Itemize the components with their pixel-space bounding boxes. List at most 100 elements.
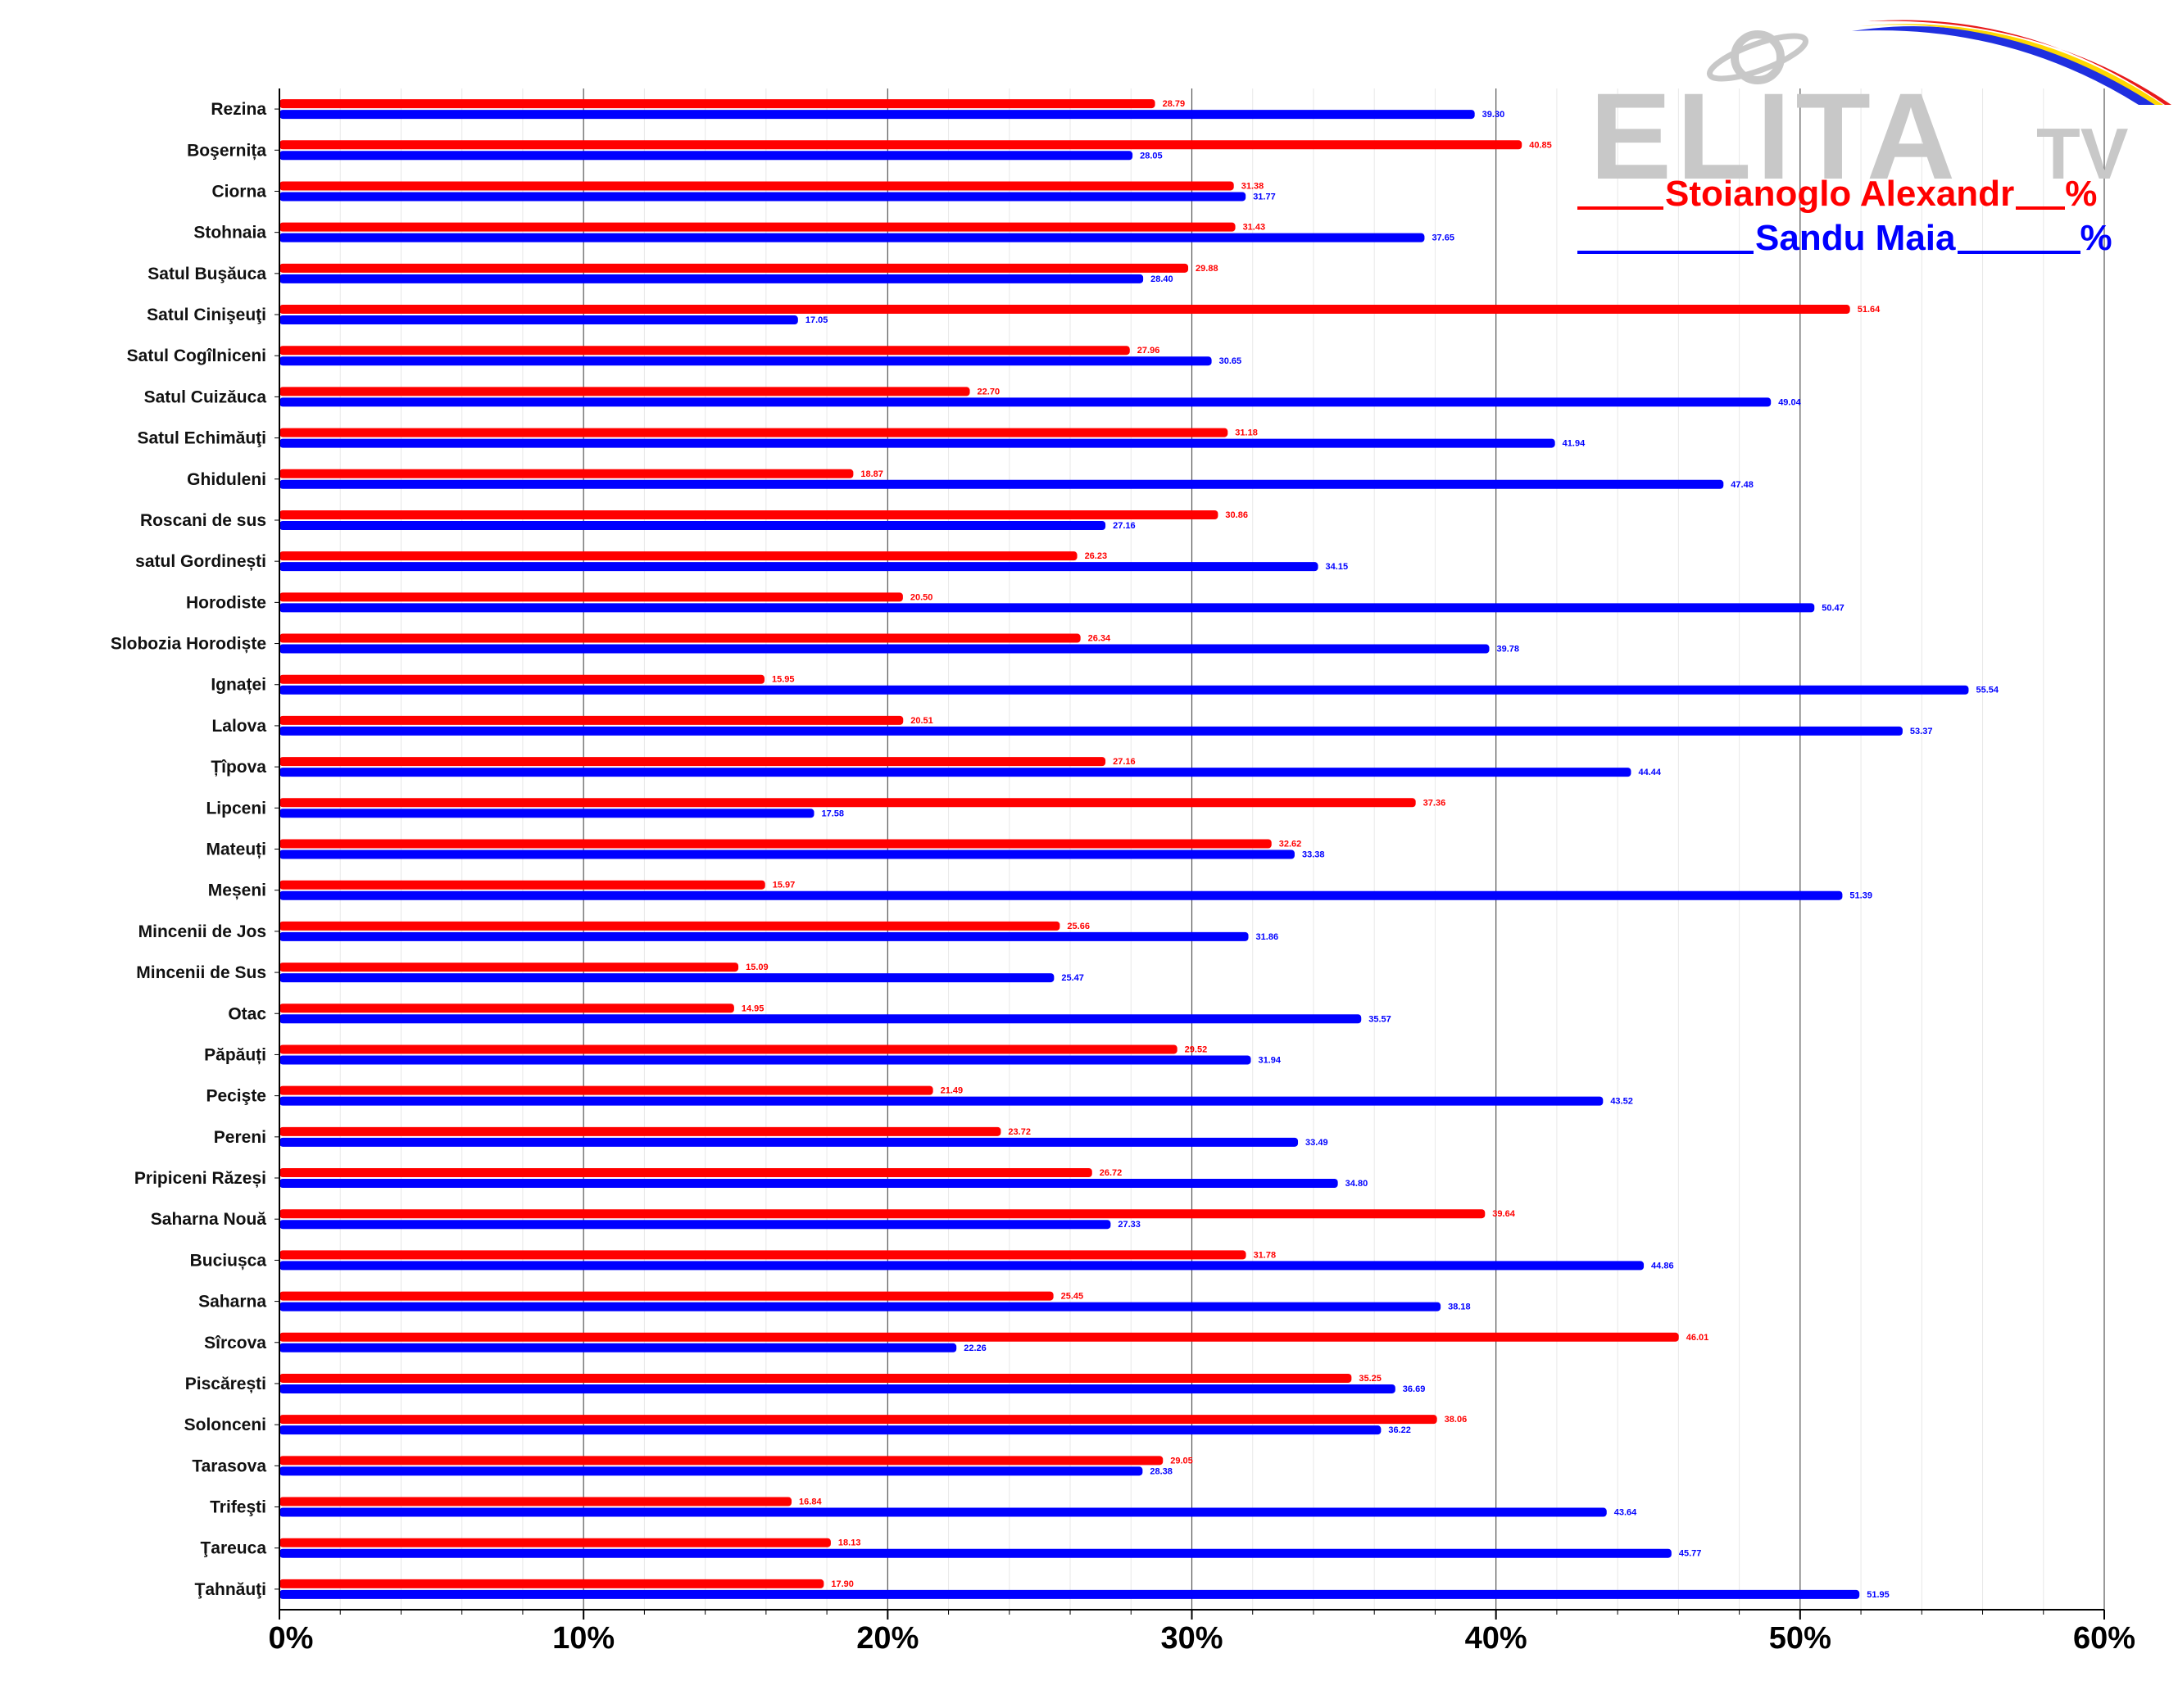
data-label: 27.16 bbox=[1113, 757, 1136, 767]
category-label: Otac bbox=[228, 1004, 266, 1023]
data-label: 25.45 bbox=[1061, 1292, 1084, 1302]
bar-stoianoglo bbox=[279, 1332, 1679, 1342]
category-label: Ghiduleni bbox=[187, 470, 266, 489]
category-label: Stohnaia bbox=[193, 224, 266, 242]
data-label: 17.90 bbox=[831, 1579, 854, 1589]
bar-stoianoglo bbox=[279, 222, 1236, 232]
legend-entry-sandu: Sandu Maia % bbox=[1577, 215, 2151, 259]
bar-sandu bbox=[279, 1261, 1645, 1271]
data-label: 25.66 bbox=[1067, 922, 1090, 931]
data-label: 20.51 bbox=[910, 716, 933, 726]
bar-sandu bbox=[279, 644, 1490, 654]
bar-sandu bbox=[279, 562, 1318, 572]
bar-sandu bbox=[279, 768, 1631, 777]
category-label: Saharna bbox=[198, 1293, 266, 1312]
legend-suffix: % bbox=[2080, 218, 2112, 258]
bar-stoianoglo bbox=[279, 1497, 792, 1506]
data-label: 29.52 bbox=[1185, 1044, 1208, 1054]
data-label: 31.43 bbox=[1243, 223, 1266, 233]
data-label: 20.50 bbox=[910, 592, 933, 602]
data-label: 15.09 bbox=[746, 963, 769, 972]
data-label: 31.38 bbox=[1241, 181, 1264, 191]
bar-stoianoglo bbox=[279, 921, 1060, 931]
bar-stoianoglo bbox=[279, 181, 1234, 191]
category-label: Pereni bbox=[214, 1128, 266, 1147]
x-tick-label: 0% bbox=[269, 1621, 314, 1656]
legend-label: Stoianoglo Alexandr bbox=[1665, 174, 2015, 214]
legend-label: Sandu Maia bbox=[1755, 218, 1956, 258]
category-label: Saharna Nouă bbox=[151, 1210, 267, 1229]
data-label: 53.37 bbox=[1910, 727, 1933, 736]
category-label: Pecişte bbox=[206, 1087, 266, 1106]
bar-stoianoglo bbox=[279, 469, 854, 478]
bar-sandu bbox=[279, 849, 1295, 859]
elita-tv-logo: ELITA TV bbox=[1590, 20, 2171, 205]
data-label: 32.62 bbox=[1279, 840, 1302, 849]
data-label: 29.05 bbox=[1170, 1456, 1193, 1466]
bar-sandu bbox=[279, 1548, 1672, 1558]
bar-stoianoglo bbox=[279, 1126, 1001, 1136]
category-label: Mincenii de Jos bbox=[138, 922, 266, 941]
data-label: 51.64 bbox=[1858, 305, 1881, 315]
data-label: 37.36 bbox=[1423, 798, 1446, 808]
data-label: 39.30 bbox=[1482, 110, 1505, 120]
x-tick-label: 10% bbox=[552, 1621, 615, 1656]
bar-sandu bbox=[279, 1466, 1143, 1476]
category-label: Slobozia Horodiște bbox=[111, 635, 266, 654]
data-label: 22.70 bbox=[978, 387, 1001, 396]
data-label: 38.06 bbox=[1445, 1415, 1468, 1425]
data-label: 38.18 bbox=[1448, 1303, 1471, 1312]
data-label: 51.39 bbox=[1849, 891, 1872, 901]
bar-stoianoglo bbox=[279, 305, 1850, 315]
data-label: 34.80 bbox=[1345, 1179, 1368, 1189]
category-label: Satul Buşăuca bbox=[147, 265, 266, 283]
bar-sandu bbox=[279, 315, 798, 325]
bars bbox=[279, 99, 1969, 1599]
data-label: 35.57 bbox=[1368, 1014, 1391, 1024]
bar-sandu bbox=[279, 1137, 1299, 1147]
category-label: Rezina bbox=[211, 100, 266, 119]
bar-stoianoglo bbox=[279, 346, 1130, 356]
data-label: 26.34 bbox=[1088, 634, 1111, 644]
bar-sandu bbox=[279, 274, 1144, 283]
data-label: 43.52 bbox=[1610, 1097, 1633, 1107]
bar-sandu bbox=[279, 1302, 1441, 1312]
data-label: 36.22 bbox=[1388, 1425, 1411, 1435]
bar-stoianoglo bbox=[279, 798, 1416, 808]
bar-sandu bbox=[279, 356, 1212, 366]
category-label: Roscani de sus bbox=[140, 511, 266, 530]
data-label: 21.49 bbox=[941, 1086, 964, 1096]
data-label: 37.65 bbox=[1432, 233, 1454, 243]
data-label: 30.86 bbox=[1225, 510, 1248, 520]
data-label: 31.94 bbox=[1259, 1055, 1282, 1065]
category-label: Sîrcova bbox=[204, 1334, 266, 1352]
bar-stoianoglo bbox=[279, 674, 765, 684]
data-label: 31.77 bbox=[1253, 192, 1276, 202]
data-label: 31.18 bbox=[1235, 428, 1258, 438]
bar-stoianoglo bbox=[279, 592, 903, 602]
data-label: 27.33 bbox=[1118, 1220, 1141, 1230]
data-label: 15.97 bbox=[773, 881, 796, 890]
bar-stoianoglo bbox=[279, 387, 970, 396]
data-label: 31.78 bbox=[1254, 1250, 1277, 1260]
category-label: Piscărești bbox=[185, 1375, 266, 1393]
bar-sandu bbox=[279, 1425, 1382, 1435]
data-label: 44.44 bbox=[1638, 768, 1661, 777]
x-tick-label: 40% bbox=[1465, 1621, 1527, 1656]
data-label: 39.64 bbox=[1492, 1209, 1515, 1219]
data-label: 28.05 bbox=[1140, 151, 1163, 161]
bar-stoianoglo bbox=[279, 263, 1189, 273]
data-label: 40.85 bbox=[1529, 140, 1552, 150]
data-label: 41.94 bbox=[1563, 439, 1586, 449]
category-label: Solonceni bbox=[184, 1416, 266, 1434]
x-tick-label: 30% bbox=[1160, 1621, 1223, 1656]
data-label: 43.64 bbox=[1614, 1508, 1637, 1518]
bar-stoianoglo bbox=[279, 633, 1081, 643]
bar-sandu bbox=[279, 685, 1969, 695]
data-label: 49.04 bbox=[1778, 397, 1801, 407]
data-label: 23.72 bbox=[1008, 1127, 1031, 1137]
bar-sandu bbox=[279, 1014, 1362, 1024]
bar-stoianoglo bbox=[279, 715, 904, 725]
bar-sandu bbox=[279, 1220, 1111, 1230]
bar-sandu bbox=[279, 520, 1106, 530]
